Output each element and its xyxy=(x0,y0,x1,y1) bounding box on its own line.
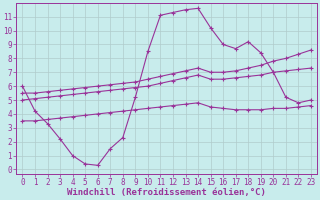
X-axis label: Windchill (Refroidissement éolien,°C): Windchill (Refroidissement éolien,°C) xyxy=(67,188,266,197)
